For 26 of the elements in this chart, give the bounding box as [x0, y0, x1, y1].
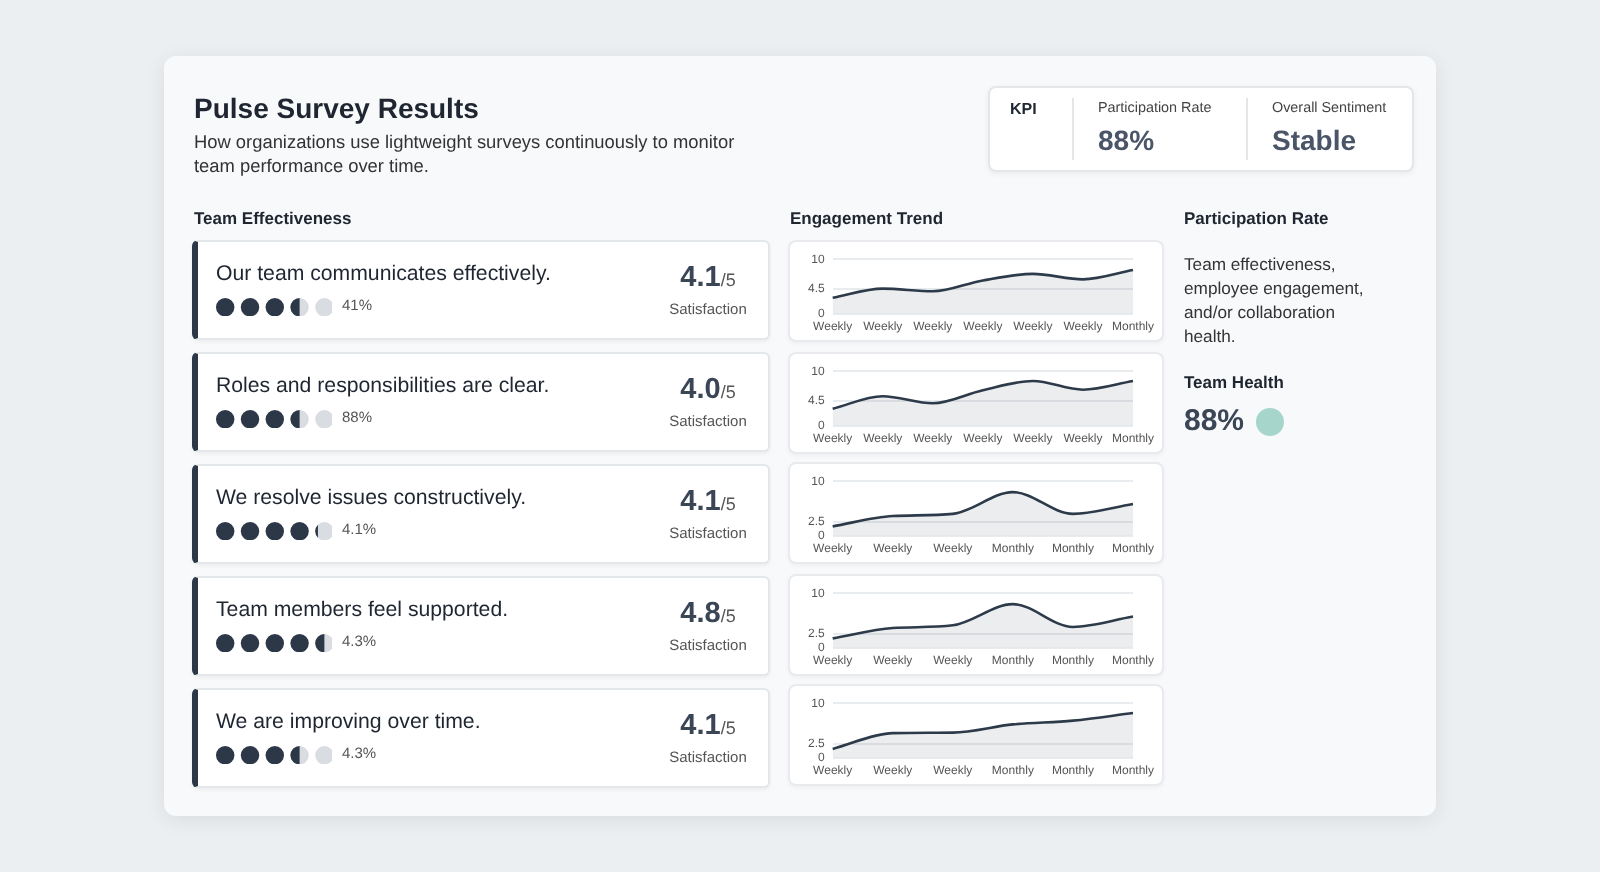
- text: Team effectiveness, employee engagement, and/or collaboration health.: [1184, 252, 1366, 348]
- category-label: Team members feel supported.: [216, 596, 509, 624]
- text: /5: [720, 270, 736, 290]
- text: /5: [720, 382, 736, 402]
- text: /5: [720, 718, 736, 738]
- chart-title: Engagement Trend: [790, 208, 944, 230]
- text: 88%: [1184, 404, 1245, 438]
- text: Stable: [1272, 124, 1357, 156]
- data-label: 4.1: [680, 710, 721, 742]
- data-label: 4.8: [680, 598, 721, 630]
- text: /5: [720, 606, 736, 626]
- text: Pulse Survey Results: [194, 92, 481, 126]
- category-label: Team Health: [1184, 372, 1286, 394]
- text: /5: [720, 494, 736, 514]
- text: KPI: [1010, 100, 1037, 120]
- category-label: We are improving over time.: [216, 708, 481, 736]
- data-label: 4.1: [680, 486, 721, 518]
- category-label: Roles and responsibilities are clear.: [216, 372, 550, 400]
- category-label: Our team communicates effectively.: [216, 260, 551, 288]
- data-label: 4.1: [680, 262, 721, 294]
- text: 88%: [1098, 124, 1155, 156]
- text: Team Effectiveness: [194, 208, 352, 230]
- text: How organizations use lightweight surveys continuously to monitor team performance over time.: [194, 132, 737, 178]
- data-label: 4.0: [680, 374, 721, 406]
- category-label: We resolve issues constructively.: [216, 484, 527, 512]
- text: Participation Rate: [1184, 208, 1331, 230]
